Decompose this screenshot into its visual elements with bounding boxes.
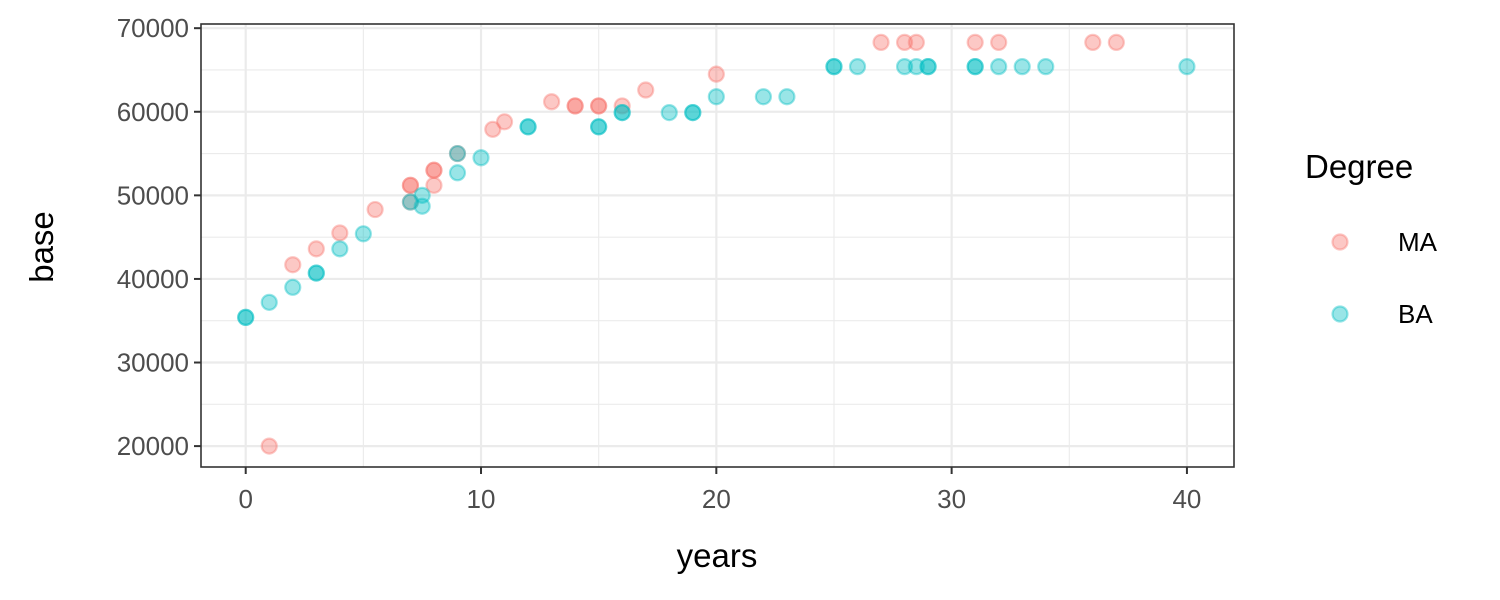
data-point-ma [484, 120, 502, 138]
x-axis: 0 10 20 30 40 [238, 467, 1201, 514]
y-tick-label: 70000 [117, 13, 189, 43]
data-point-ba [613, 103, 631, 122]
data-point-ma [307, 240, 325, 258]
data-point-ma [566, 97, 584, 115]
data-point-ma [990, 33, 1008, 51]
data-point-ma [495, 113, 514, 131]
data-point-ba [966, 58, 984, 76]
data-point-ba [990, 58, 1008, 76]
x-tick-label: 0 [238, 484, 252, 514]
data-point-ma [331, 224, 349, 242]
data-point-ma [566, 97, 584, 115]
x-tick-label: 20 [702, 484, 731, 514]
data-point-ba [237, 308, 255, 326]
y-tick-label: 50000 [117, 180, 189, 210]
x-tick-label: 30 [937, 484, 966, 514]
data-point-ba [590, 118, 608, 136]
data-point-ma [401, 176, 420, 194]
data-point-ba [401, 193, 420, 211]
panel-border [200, 23, 1235, 468]
data-point-ma [1107, 33, 1125, 51]
data-point-ba [448, 144, 467, 163]
data-point-ba [895, 58, 914, 76]
data-point-ma [543, 93, 561, 111]
data-point-ma [401, 193, 420, 211]
y-tick-label: 30000 [117, 348, 189, 378]
data-point-ba [519, 118, 537, 136]
data-point-ba [613, 103, 631, 122]
data-point-ba [907, 58, 925, 76]
data-point-ba [778, 88, 796, 106]
data-point-ma [425, 161, 443, 179]
data-point-ba [660, 103, 678, 122]
data-point-ba [825, 58, 843, 76]
data-point-ba [413, 186, 431, 204]
data-point-ma [448, 144, 467, 163]
data-point-ba [307, 264, 325, 282]
grid-lines [201, 24, 1234, 467]
data-point-ba [448, 164, 467, 182]
data-point-ma [401, 176, 420, 194]
data-point-ba [413, 197, 431, 215]
data-point-ba [307, 264, 325, 282]
data-point-ma [895, 33, 914, 51]
data-point-ma [284, 256, 302, 274]
data-point-ba [1013, 58, 1031, 76]
series-ba-points [237, 58, 1196, 326]
data-point-ma [707, 65, 725, 83]
data-point-ba [966, 58, 984, 76]
data-point-ba [1037, 58, 1055, 76]
data-point-ba [919, 58, 937, 76]
data-point-ma [637, 81, 655, 99]
y-tick-label: 60000 [117, 97, 189, 127]
data-point-ba [237, 308, 255, 326]
data-point-ma [907, 33, 925, 51]
data-point-ma [872, 33, 890, 51]
data-point-ba [684, 103, 702, 122]
data-point-ma [590, 97, 608, 115]
legend: Degree MA BA [1305, 148, 1438, 329]
data-point-ba [354, 225, 372, 243]
series-ma-points [260, 33, 1125, 455]
y-tick-label: 20000 [117, 431, 189, 461]
data-point-ba [707, 88, 725, 106]
legend-label-ba: BA [1398, 299, 1433, 329]
plot-border [200, 23, 1235, 468]
data-point-ma [590, 97, 608, 115]
y-tick-label: 40000 [117, 264, 189, 294]
data-point-ba [825, 58, 843, 76]
legend-key-ma [1331, 233, 1349, 251]
data-point-ba [519, 118, 537, 136]
legend-title: Degree [1305, 148, 1413, 185]
plot-panel [201, 24, 1234, 467]
y-axis: 20000 30000 40000 50000 60000 70000 [117, 13, 201, 461]
legend-label-ma: MA [1398, 227, 1438, 257]
data-point-ma [966, 33, 984, 51]
data-point-ba [919, 58, 937, 76]
data-point-ba [590, 118, 608, 136]
data-point-ba [754, 88, 772, 106]
data-point-ba [472, 149, 490, 167]
data-point-ba [284, 278, 302, 296]
data-point-ma [425, 176, 443, 194]
x-tick-label: 40 [1172, 484, 1201, 514]
data-point-ba [260, 293, 278, 311]
data-point-ma [260, 437, 278, 455]
plot-background [201, 24, 1234, 467]
data-point-ma [425, 161, 443, 179]
data-point-ba [684, 103, 702, 122]
data-point-ba [331, 240, 349, 258]
legend-key-ba [1331, 305, 1349, 323]
data-point-ma [1084, 33, 1102, 51]
data-point-ba [848, 58, 867, 76]
x-tick-label: 10 [467, 484, 496, 514]
data-point-ma [613, 97, 631, 115]
data-point-ma [366, 200, 384, 219]
data-point-ba [1178, 58, 1196, 76]
x-axis-title: years [677, 537, 758, 574]
y-axis-title: base [23, 211, 60, 283]
